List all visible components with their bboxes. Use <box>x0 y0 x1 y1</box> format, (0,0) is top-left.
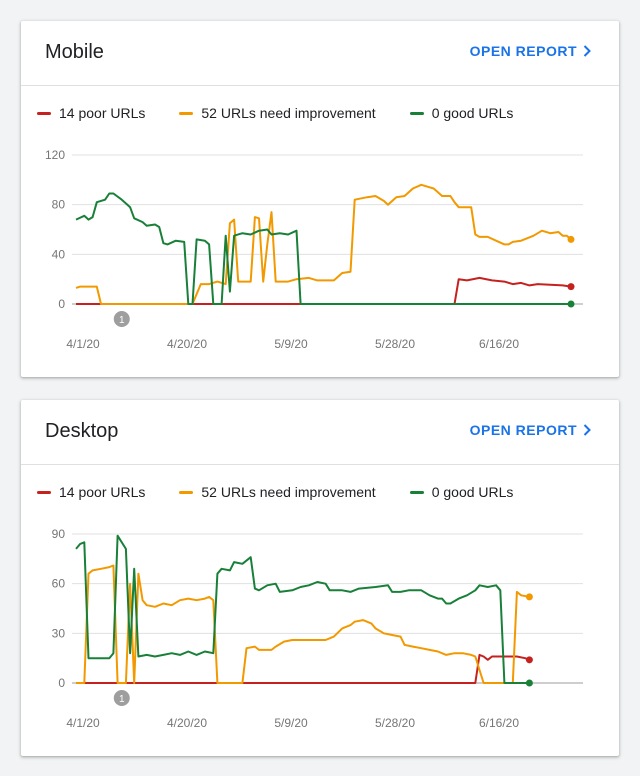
annotation-label: 1 <box>119 694 125 705</box>
y-tick-label: 0 <box>58 297 65 311</box>
legend-label-needs: 52 URLs need improvement <box>201 484 376 500</box>
legend-swatch-poor <box>37 490 51 494</box>
series-end-point-good[interactable] <box>525 679 533 687</box>
series-line-needs <box>75 183 572 305</box>
series-end-point-good[interactable] <box>567 300 575 308</box>
series-end-point-needs[interactable] <box>525 593 533 601</box>
card-header: Mobile OPEN REPORT <box>21 21 619 86</box>
chevron-right-icon <box>583 45 591 57</box>
y-tick-label: 60 <box>52 577 66 591</box>
annotation-marker[interactable] <box>113 311 130 327</box>
series-end-point-poor[interactable] <box>567 283 575 291</box>
card-title: Mobile <box>45 41 104 63</box>
legend-label-good: 0 good URLs <box>431 105 514 121</box>
series-line-good <box>75 192 571 305</box>
legend-swatch-poor <box>37 111 51 115</box>
legend-needs-improvement[interactable]: 52 URLs need improvement <box>179 105 376 121</box>
legend-swatch-good <box>409 111 424 115</box>
series-line-poor <box>76 276 572 305</box>
legend-poor[interactable]: 14 poor URLs <box>37 484 145 500</box>
x-tick-label: 5/28/20 <box>375 716 415 730</box>
y-tick-label: 40 <box>52 247 66 261</box>
series-line-good <box>75 534 530 684</box>
series-line-needs <box>76 564 530 684</box>
x-tick-label: 4/1/20 <box>66 716 100 730</box>
y-tick-label: 80 <box>52 198 66 212</box>
x-tick-label: 5/9/20 <box>274 716 308 730</box>
card-title: Desktop <box>45 420 119 442</box>
annotation-label: 1 <box>119 315 125 326</box>
series-end-point-poor[interactable] <box>525 656 533 664</box>
legend-label-needs: 52 URLs need improvement <box>201 105 376 121</box>
desktop-card: Desktop OPEN REPORT 14 poor URLs 52 URLs… <box>21 400 619 756</box>
open-report-button[interactable]: OPEN REPORT <box>470 43 591 59</box>
chart-legend: 14 poor URLs 52 URLs need improvement 0 … <box>37 105 547 121</box>
legend-good[interactable]: 0 good URLs <box>409 105 514 121</box>
y-tick-label: 0 <box>58 676 65 690</box>
x-tick-label: 6/16/20 <box>479 337 519 351</box>
y-tick-label: 120 <box>45 148 65 162</box>
x-tick-label: 5/9/20 <box>274 337 308 351</box>
y-tick-label: 90 <box>52 527 66 541</box>
legend-label-poor: 14 poor URLs <box>59 484 146 500</box>
mobile-line-chart: 0 40 80 120 4/1/20 4/20/20 5/9/20 5/28/20 6/16/2… <box>45 148 583 351</box>
card-header: Desktop OPEN REPORT <box>21 400 619 465</box>
legend-label-poor: 14 poor URLs <box>59 105 146 121</box>
chart-legend: 14 poor URLs 52 URLs need improvement 0 … <box>37 484 547 500</box>
chevron-right-icon <box>583 424 591 436</box>
x-tick-label: 4/20/20 <box>167 337 207 351</box>
legend-label-good: 0 good URLs <box>431 484 514 500</box>
legend-swatch-needs <box>179 111 194 115</box>
x-tick-label: 4/1/20 <box>66 337 100 351</box>
legend-poor[interactable]: 14 poor URLs <box>37 105 145 121</box>
x-tick-label: 6/16/20 <box>479 716 519 730</box>
series-end-point-needs[interactable] <box>567 235 575 243</box>
desktop-line-chart: 0 30 60 90 4/1/20 4/20/20 5/9/20 5/28/20 6/16/20… <box>52 527 583 730</box>
legend-swatch-needs <box>179 490 194 494</box>
open-report-button[interactable]: OPEN REPORT <box>470 422 591 438</box>
legend-swatch-good <box>409 490 424 494</box>
legend-needs-improvement[interactable]: 52 URLs need improvement <box>179 484 376 500</box>
legend-good[interactable]: 0 good URLs <box>409 484 514 500</box>
mobile-card: Mobile OPEN REPORT 14 poor URLs 52 URLs … <box>21 21 619 377</box>
x-tick-label: 5/28/20 <box>375 337 415 351</box>
open-report-label: OPEN REPORT <box>469 422 577 438</box>
series-line-poor <box>76 653 530 684</box>
y-tick-label: 30 <box>52 626 66 640</box>
x-tick-label: 4/20/20 <box>167 716 207 730</box>
annotation-marker[interactable] <box>113 690 130 706</box>
open-report-label: OPEN REPORT <box>469 43 577 59</box>
